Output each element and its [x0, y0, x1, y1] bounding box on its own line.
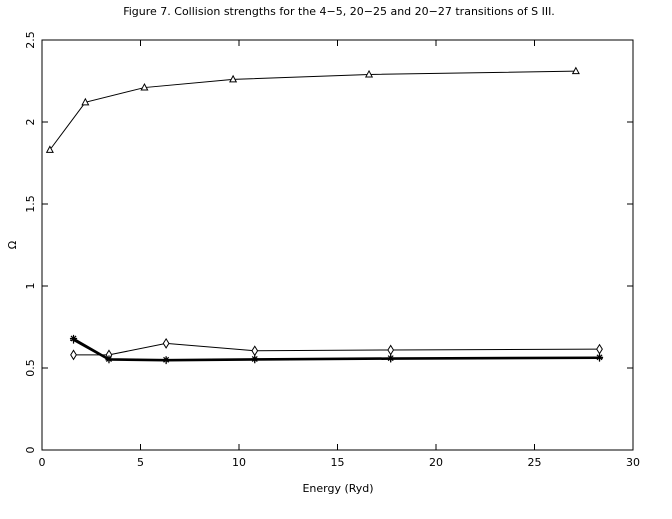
data-point — [81, 97, 90, 106]
data-point — [45, 145, 54, 153]
plot-area — [45, 66, 604, 365]
data-point — [251, 345, 259, 357]
data-point — [251, 356, 259, 364]
data-point — [70, 349, 77, 361]
data-point — [140, 82, 149, 91]
data-point — [387, 344, 395, 356]
series-line — [73, 339, 600, 362]
series-line — [73, 342, 600, 356]
x-tick-label: 20 — [429, 456, 443, 469]
y-tick-label: 2.5 — [24, 31, 37, 49]
data-point — [596, 343, 603, 355]
plot-frame — [41, 39, 634, 451]
series-line — [49, 70, 576, 151]
series-plus — [70, 336, 604, 365]
x-axis-label: Energy (Ryd) — [302, 482, 373, 495]
y-tick-label: 1.5 — [24, 195, 37, 213]
y-axis: 0 0.5 1 1.5 2 2.5 — [24, 31, 633, 454]
series-triangle — [45, 66, 580, 153]
x-axis: 0 5 10 15 20 25 30 — [39, 40, 640, 469]
data-point — [364, 69, 374, 78]
y-tick-label: 1 — [24, 283, 37, 290]
x-tick-label: 0 — [39, 456, 46, 469]
x-tick-label: 15 — [331, 456, 345, 469]
chart-title: Figure 7. Collision strengths for the 4−… — [123, 5, 555, 18]
y-axis-label: Ω — [6, 241, 19, 249]
data-point — [229, 74, 238, 83]
data-point — [596, 354, 604, 362]
x-tick-label: 10 — [232, 456, 246, 469]
y-tick-label: 0 — [24, 447, 37, 454]
data-point — [162, 337, 170, 349]
data-point — [70, 336, 78, 344]
y-tick-label: 0.5 — [24, 359, 37, 377]
series-diamond — [70, 337, 603, 361]
x-tick-label: 25 — [528, 456, 542, 469]
x-tick-label: 30 — [626, 456, 640, 469]
data-point — [105, 356, 113, 364]
data-point — [571, 66, 580, 75]
data-point — [387, 355, 395, 363]
y-tick-label: 2 — [24, 119, 37, 126]
data-point — [162, 357, 170, 365]
x-tick-label: 5 — [137, 456, 144, 469]
